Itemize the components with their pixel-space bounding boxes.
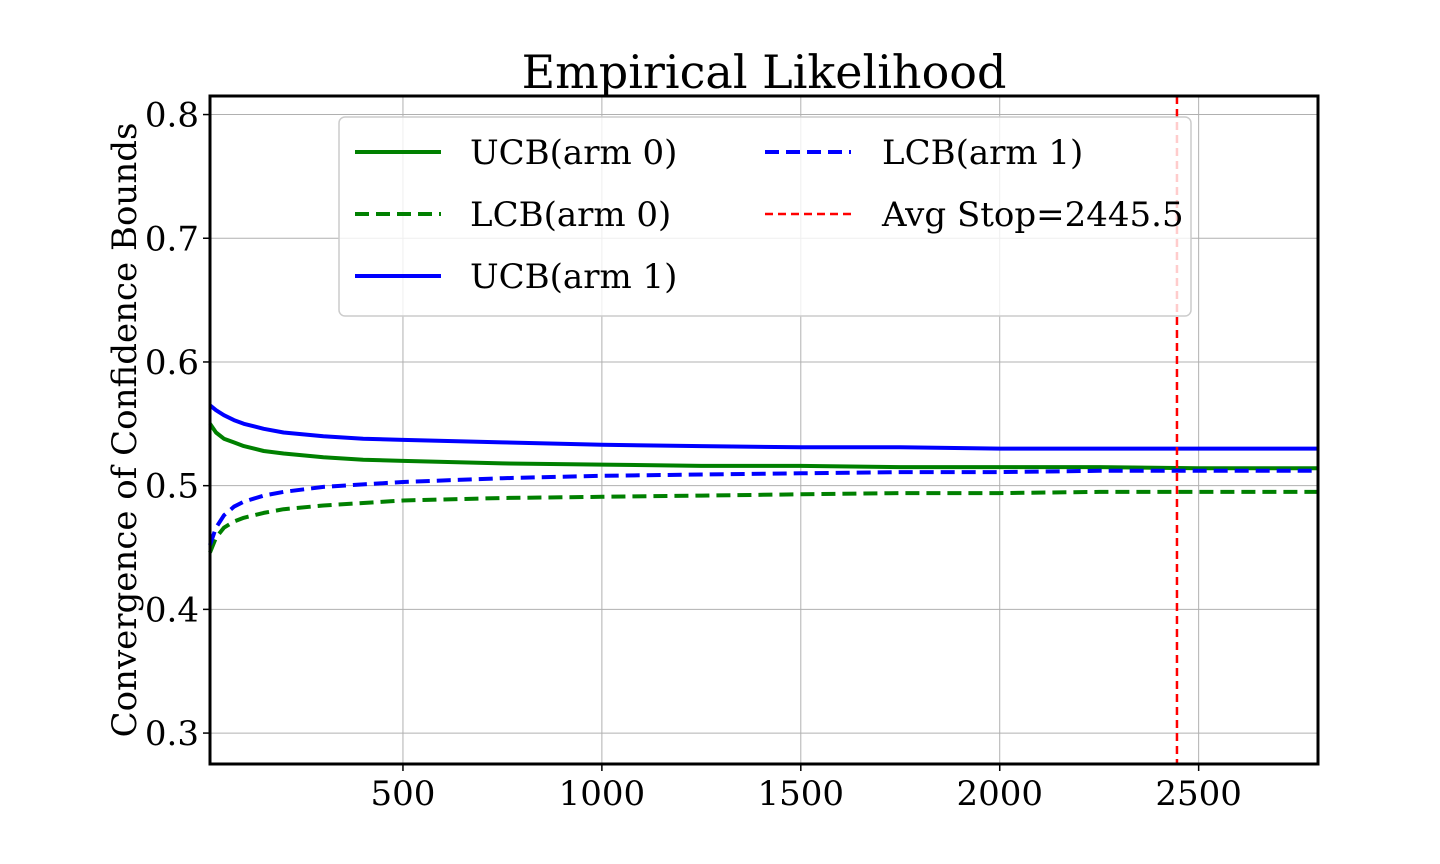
series-line-ucb-arm-1 [208, 403, 1318, 451]
plot-frame [208, 94, 1320, 766]
y-tick-label: 0.8 [145, 96, 199, 136]
series-layer [208, 403, 1318, 554]
series-line-ucb-arm-0 [208, 422, 1318, 471]
legend-label-avg-stop-2445-5: Avg Stop=2445.5 [881, 195, 1184, 235]
series-line-lcb-arm-0 [208, 489, 1318, 554]
legend-box [338, 116, 1192, 317]
legend-label-lcb-arm-1: LCB(arm 1) [882, 133, 1083, 173]
y-tick-label: 0.6 [145, 343, 199, 383]
series-line-lcb-arm-1 [208, 468, 1318, 546]
legend-label-lcb-arm-0: LCB(arm 0) [470, 195, 671, 235]
chart-title: Empirical Likelihood [522, 45, 1007, 99]
x-tick-label: 500 [371, 774, 436, 814]
y-tick-label: 0.3 [145, 714, 199, 754]
y-tick-label: 0.7 [145, 219, 199, 259]
x-tick-label: 2000 [956, 774, 1043, 814]
x-tick-label: 2500 [1155, 774, 1242, 814]
tick-layer: 500 1000 1500 2000 2500 0.3 0.4 0.5 0.6 0.7 0.8 [145, 96, 1242, 814]
legend: UCB(arm 0) LCB(arm 0) UCB(arm 1) LCB(arm 1)… [338, 116, 1192, 317]
legend-label-ucb-arm-0: UCB(arm 0) [470, 133, 677, 173]
legend-label-ucb-arm-1: UCB(arm 1) [470, 257, 677, 297]
y-tick-label: 0.5 [145, 467, 199, 507]
x-tick-label: 1500 [758, 774, 845, 814]
x-tick-label: 1000 [559, 774, 646, 814]
y-tick-label: 0.4 [145, 590, 199, 630]
y-axis-label: Convergence of Confidence Bounds [105, 123, 145, 738]
